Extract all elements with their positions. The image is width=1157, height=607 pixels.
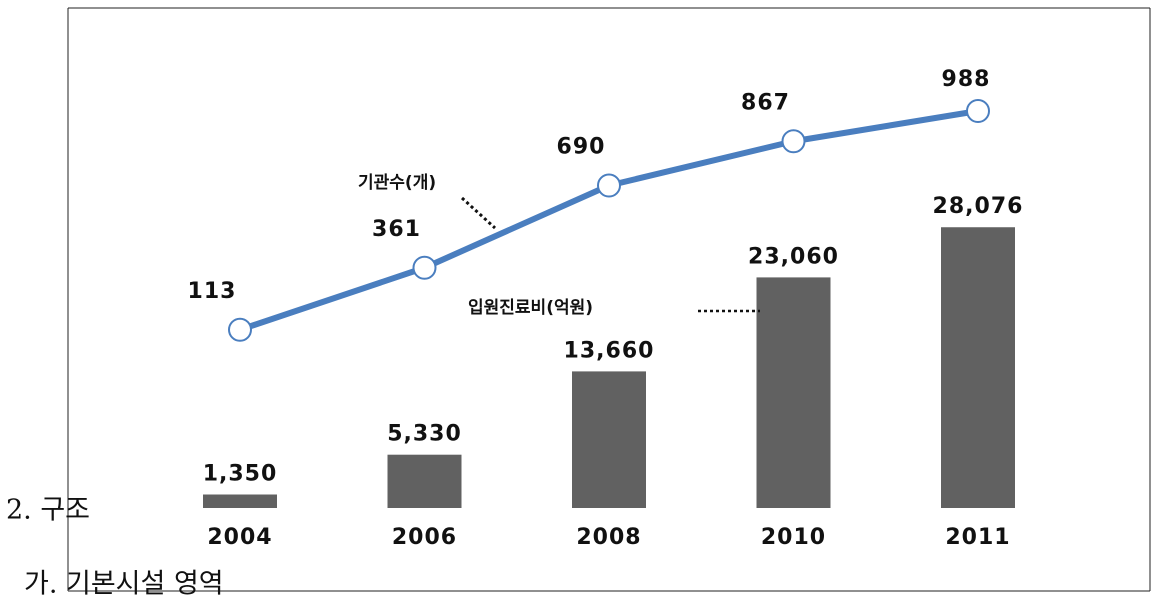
bar [756,277,831,508]
line-leader [460,196,497,230]
bar [387,454,462,508]
bar-value-label: 23,060 [748,244,839,269]
bar [941,227,1015,509]
x-tick-label: 2010 [761,525,826,550]
line-annotation: 기관수(개) [358,173,436,193]
x-tick-label: 2008 [576,525,641,550]
bar-value-label: 28,076 [933,194,1024,219]
bar [203,494,277,508]
line-marker [412,255,437,280]
bar-value-label: 13,660 [564,338,655,363]
line-marker [966,99,990,123]
line-value-label: 361 [372,217,421,242]
bar-annotation: 입원진료비(억원) [468,298,593,318]
line-marker [781,129,806,154]
x-tick-label: 2006 [392,525,457,550]
bar-value-label: 1,350 [203,462,278,487]
bar [572,371,646,508]
x-tick-label: 2011 [945,525,1010,550]
plot: 2004 2006 2008 2010 2011 1,350 5,330 13,660 23,0… [188,67,1024,550]
line-marker [228,317,252,342]
document-heading: 2. 구조 [6,495,90,526]
bar-value-label: 5,330 [387,422,462,447]
document-subheading: 가. 기본시설 영역 [24,569,224,600]
line-marker [597,173,621,198]
line-value-label: 867 [741,90,790,115]
line [239,108,979,333]
line-value-label: 690 [557,135,606,160]
line-value-label: 988 [942,67,991,92]
x-tick-label: 2004 [207,525,272,550]
line-value-label: 113 [188,279,237,304]
